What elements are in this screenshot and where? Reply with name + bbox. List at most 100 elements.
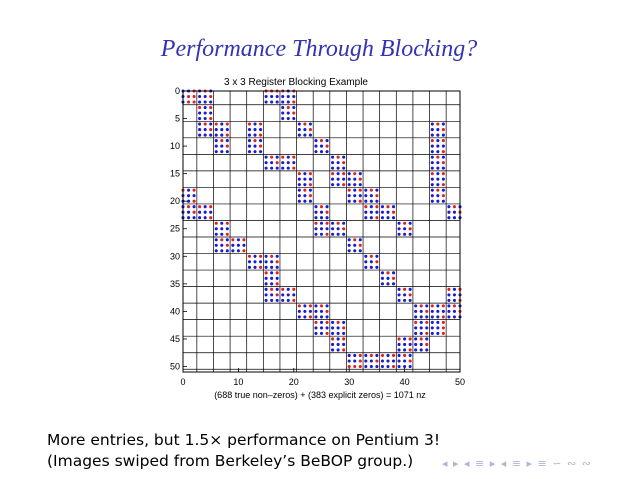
true-nonzero-dot: [403, 227, 407, 231]
true-nonzero-dot: [275, 254, 279, 258]
true-nonzero-dot: [386, 276, 390, 280]
true-nonzero-dot: [325, 326, 329, 330]
true-nonzero-dot: [336, 161, 340, 165]
explicit-zero-dot: [436, 122, 440, 126]
true-nonzero-dot: [369, 359, 373, 363]
true-nonzero-dot: [192, 216, 196, 220]
explicit-zero-dot: [441, 194, 445, 198]
explicit-zero-dot: [403, 221, 407, 225]
true-nonzero-dot: [281, 100, 285, 104]
true-nonzero-dot: [319, 216, 324, 220]
true-nonzero-dot: [286, 166, 290, 170]
true-nonzero-dot: [419, 331, 423, 335]
explicit-zero-dot: [214, 221, 218, 225]
true-nonzero-dot: [297, 122, 301, 126]
explicit-zero-dot: [192, 188, 196, 192]
true-nonzero-dot: [264, 161, 268, 165]
explicit-zero-dot: [192, 199, 196, 203]
true-nonzero-dot: [347, 359, 351, 363]
true-nonzero-dot: [369, 210, 373, 214]
explicit-zero-dot: [436, 188, 440, 192]
explicit-zero-dot: [414, 320, 418, 324]
true-nonzero-dot: [292, 105, 296, 110]
true-nonzero-dot: [364, 359, 368, 363]
true-nonzero-dot: [353, 249, 357, 253]
true-nonzero-dot: [414, 326, 418, 330]
true-nonzero-dot: [375, 353, 379, 358]
true-nonzero-dot: [447, 298, 451, 302]
true-nonzero-dot: [270, 161, 274, 165]
y-tick-label: 40: [170, 306, 180, 316]
true-nonzero-dot: [308, 177, 312, 181]
explicit-zero-dot: [447, 287, 451, 291]
explicit-zero-dot: [441, 183, 445, 187]
true-nonzero-dot: [270, 293, 274, 297]
true-nonzero-dot: [325, 150, 329, 154]
true-nonzero-dot: [342, 221, 346, 225]
true-nonzero-dot: [430, 128, 434, 132]
true-nonzero-dot: [275, 298, 279, 302]
explicit-zero-dot: [369, 254, 373, 258]
true-nonzero-dot: [264, 254, 268, 258]
true-nonzero-dot: [358, 172, 362, 176]
true-nonzero-dot: [198, 100, 202, 104]
true-nonzero-dot: [225, 150, 229, 154]
explicit-zero-dot: [220, 139, 224, 143]
true-nonzero-dot: [336, 227, 340, 231]
true-nonzero-dot: [303, 315, 307, 319]
true-nonzero-dot: [264, 282, 268, 286]
true-nonzero-dot: [270, 100, 274, 104]
true-nonzero-dot: [430, 309, 434, 313]
explicit-zero-dot: [425, 309, 429, 313]
true-nonzero-dot: [220, 150, 224, 154]
true-nonzero-dot: [331, 227, 335, 231]
explicit-zero-dot: [336, 320, 340, 324]
explicit-zero-dot: [247, 254, 252, 258]
true-nonzero-dot: [247, 150, 252, 154]
true-nonzero-dot: [436, 177, 440, 181]
explicit-zero-dot: [347, 188, 351, 192]
true-nonzero-dot: [259, 139, 263, 143]
true-nonzero-dot: [414, 309, 418, 313]
true-nonzero-dot: [308, 133, 312, 137]
explicit-zero-dot: [292, 166, 296, 170]
true-nonzero-dot: [436, 194, 440, 198]
explicit-zero-dot: [353, 364, 357, 369]
true-nonzero-dot: [369, 205, 373, 209]
true-nonzero-dot: [347, 183, 351, 187]
beamer-navigation[interactable]: ◂ ▸ ◂ ≡ ▸ ◂ ≡ ▸ ≡ ∽ ∾ ∾: [442, 457, 592, 470]
true-nonzero-dot: [314, 205, 318, 209]
block-grid: [183, 91, 460, 372]
true-nonzero-dot: [425, 304, 429, 308]
explicit-zero-dot: [303, 122, 307, 126]
true-nonzero-dot: [209, 122, 213, 126]
true-nonzero-dot: [408, 353, 412, 358]
true-nonzero-dot: [331, 221, 335, 225]
true-nonzero-dot: [325, 304, 329, 308]
explicit-zero-dot: [270, 254, 274, 258]
explicit-zero-dot: [242, 249, 246, 253]
true-nonzero-dot: [430, 199, 434, 203]
true-nonzero-dot: [331, 155, 335, 159]
true-nonzero-dot: [380, 282, 384, 286]
true-nonzero-dot: [270, 265, 274, 269]
true-nonzero-dot: [403, 337, 407, 341]
true-nonzero-dot: [220, 133, 224, 137]
y-tick-label: 30: [170, 251, 180, 261]
explicit-zero-dot: [292, 111, 296, 115]
true-nonzero-dot: [436, 331, 440, 335]
true-nonzero-dot: [247, 133, 252, 137]
explicit-zero-dot: [347, 364, 351, 369]
true-nonzero-dot: [397, 348, 401, 352]
true-nonzero-dot: [308, 188, 312, 192]
slide-title: Performance Through Blocking?: [160, 36, 478, 62]
true-nonzero-dot: [342, 155, 346, 159]
y-tick-label: 45: [170, 334, 180, 344]
true-nonzero-dot: [430, 177, 434, 181]
true-nonzero-dot: [275, 276, 279, 280]
true-nonzero-dot: [364, 254, 368, 258]
true-nonzero-dot: [342, 331, 346, 335]
true-nonzero-dot: [380, 210, 384, 214]
true-nonzero-dot: [281, 161, 285, 165]
explicit-zero-dot: [225, 221, 229, 225]
